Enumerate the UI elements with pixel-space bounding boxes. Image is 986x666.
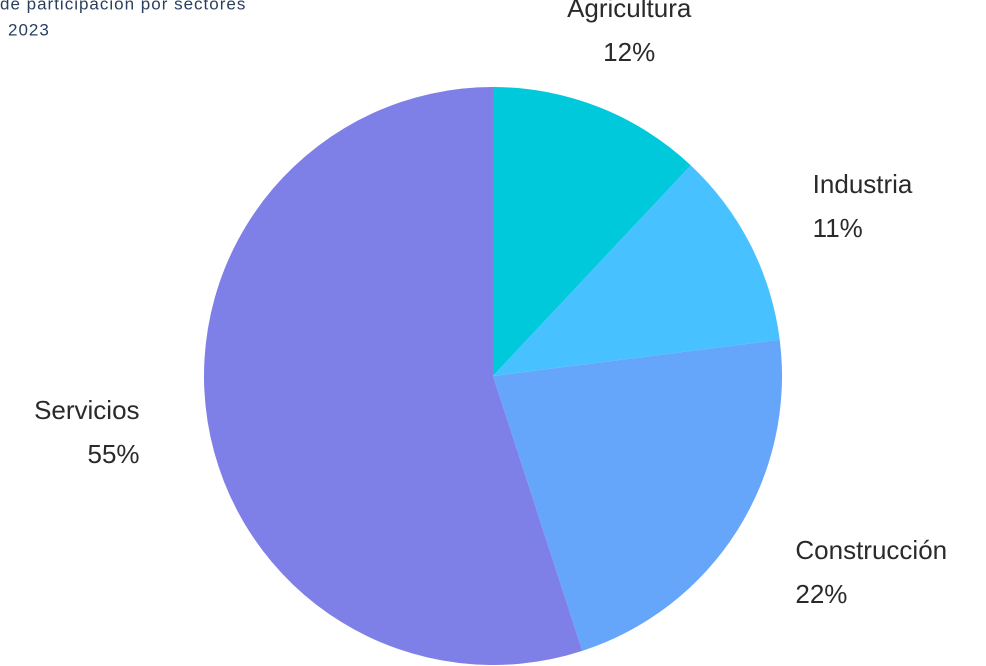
pie-slice: [493, 339, 782, 651]
slice-label: Agricultura: [567, 0, 692, 23]
slice-label: Construcción: [795, 535, 947, 565]
slice-label: Servicios: [34, 395, 139, 425]
pie-slice: [204, 87, 583, 665]
slice-label: Industria: [813, 169, 913, 199]
pie-slice: [493, 165, 780, 376]
slice-value-label: 12%: [603, 37, 655, 67]
slice-value-label: 11%: [813, 213, 863, 243]
pie-slice: [493, 87, 691, 376]
slice-value-label: 22%: [795, 579, 847, 609]
chart-subtitle: 2023: [8, 20, 50, 39]
slice-value-label: 55%: [88, 439, 140, 469]
chart-title: de participación por sectores: [0, 0, 246, 13]
